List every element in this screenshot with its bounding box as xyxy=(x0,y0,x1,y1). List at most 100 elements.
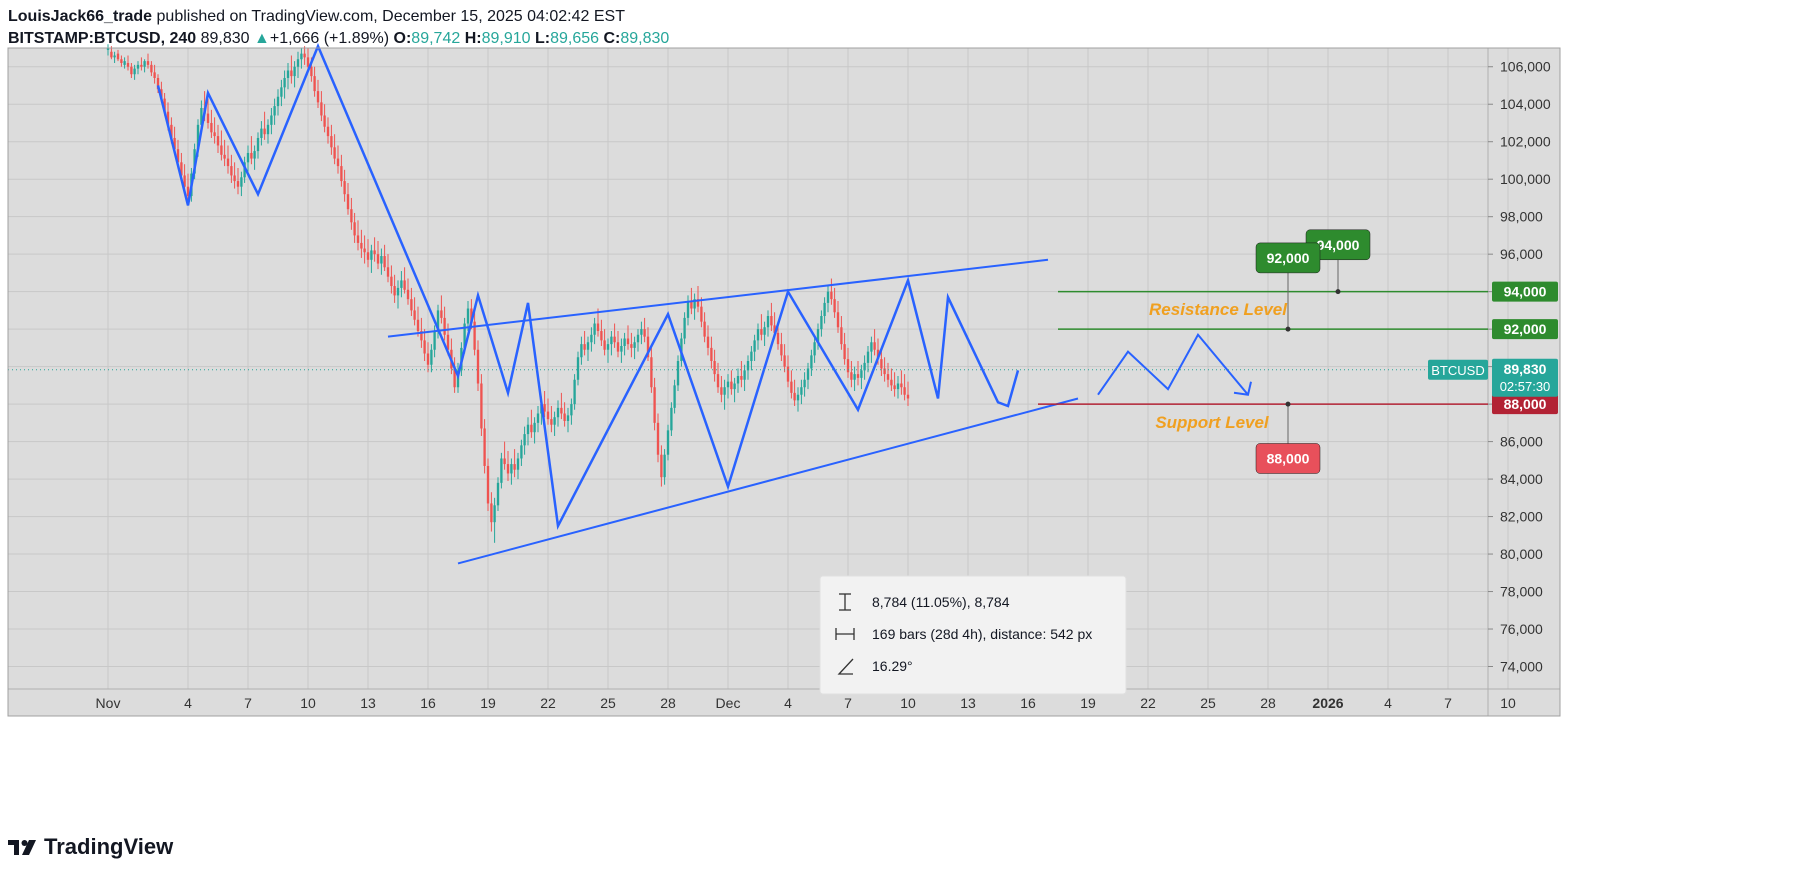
drawings[interactable] xyxy=(8,42,1488,565)
candle-body xyxy=(303,53,306,58)
candle-body xyxy=(106,48,110,50)
measure-panel[interactable] xyxy=(819,575,1127,695)
author-name[interactable]: LouisJack66_trade xyxy=(8,8,153,25)
support-88k-label: 88,000 xyxy=(1267,450,1310,466)
time-axis[interactable] xyxy=(8,689,1488,716)
candle-body xyxy=(823,302,826,317)
candle-body xyxy=(176,149,180,163)
candle-body xyxy=(380,256,383,264)
candles xyxy=(106,44,910,543)
candle-body xyxy=(423,340,426,354)
candle-body xyxy=(893,385,896,390)
resistance-92000-tag-label: 92,000 xyxy=(1504,321,1547,337)
candle-body xyxy=(553,417,556,425)
candle-body xyxy=(246,152,250,163)
resistance-level-text: Resistance Level xyxy=(1149,300,1288,319)
candle-body xyxy=(866,351,870,363)
channel-upper-line[interactable] xyxy=(387,258,1049,338)
candle-body xyxy=(270,115,273,125)
target-92k-box[interactable] xyxy=(1255,242,1321,274)
candle-body xyxy=(896,383,900,390)
x-tick-label: 13 xyxy=(960,695,976,711)
candle-body xyxy=(760,329,763,335)
projection-path[interactable] xyxy=(1097,332,1249,396)
candle-body xyxy=(430,349,433,365)
candle-body xyxy=(830,291,833,300)
candle-body xyxy=(410,299,413,311)
current-price-tag xyxy=(1492,358,1558,397)
published-text: published on TradingView.com, December 1… xyxy=(156,8,625,25)
support-88k-box[interactable] xyxy=(1255,443,1321,474)
candle-body xyxy=(416,319,420,332)
candle-body xyxy=(293,66,296,77)
x-tick-label: 25 xyxy=(1200,695,1216,711)
candle-body xyxy=(673,385,676,408)
candle-body xyxy=(846,359,850,373)
candle-body xyxy=(736,375,740,384)
x-tick-label: 22 xyxy=(1140,695,1156,711)
candle-body xyxy=(713,361,716,375)
candle-body xyxy=(586,342,590,350)
measure-box[interactable]: 8,784 (11.05%), 8,784 169 bars (28d 4h), … xyxy=(819,575,1127,695)
candle-body xyxy=(786,366,790,382)
candle-body xyxy=(863,362,866,371)
x-tick-label: 22 xyxy=(540,695,556,711)
candle-body xyxy=(436,310,440,332)
candle-body xyxy=(120,59,123,63)
candle-body xyxy=(360,242,363,249)
high-value: 89,910 xyxy=(481,30,531,47)
candle-body xyxy=(390,276,393,287)
candle-body xyxy=(483,428,486,466)
candle-body xyxy=(366,252,370,260)
candle-body xyxy=(163,98,166,112)
candle-body xyxy=(706,336,710,348)
zigzag-trendline[interactable] xyxy=(156,42,1020,531)
y-tick-label: 86,000 xyxy=(1500,434,1543,450)
candle-body xyxy=(803,379,806,388)
candle-body xyxy=(516,458,520,470)
candle-body xyxy=(446,334,450,350)
x-tick-label: 4 xyxy=(184,695,192,711)
x-tick-label: 19 xyxy=(480,695,496,711)
candle-body xyxy=(156,77,160,90)
candle-body xyxy=(226,158,230,167)
candle-body xyxy=(113,55,116,58)
candle-body xyxy=(793,392,796,401)
levels[interactable]: Resistance Level Support Level 94,000 92,00… xyxy=(1038,229,1488,474)
x-tick-label: 7 xyxy=(244,695,252,711)
candle-body xyxy=(583,344,586,350)
candle-body xyxy=(320,102,323,116)
candle-body xyxy=(626,338,630,345)
candle-body xyxy=(130,66,133,75)
candle-body xyxy=(653,387,656,423)
channel-lower-line[interactable] xyxy=(457,397,1079,565)
candle-body xyxy=(606,344,610,350)
low-label: L: xyxy=(534,30,551,47)
up-arrow-icon: ▲ xyxy=(254,30,270,47)
measure-line-2: 169 bars (28d 4h), distance: 542 px xyxy=(872,626,1092,642)
candle-body xyxy=(110,51,113,58)
x-tick-label: Dec xyxy=(716,695,741,711)
low-value: 89,656 xyxy=(550,30,600,47)
symbol-label[interactable]: BITSTAMP:BTCUSD, 240 xyxy=(8,30,197,47)
candle-body xyxy=(376,254,380,264)
candle-body xyxy=(286,70,290,78)
candle-body xyxy=(850,372,853,380)
candle-body xyxy=(870,342,873,352)
candle-body xyxy=(523,434,526,446)
candle-body xyxy=(616,342,620,352)
candle-body xyxy=(266,124,270,135)
support-level-text: Support Level xyxy=(1155,413,1270,432)
candle-body xyxy=(733,383,736,390)
tradingview-logo[interactable]: TradingView xyxy=(8,834,173,860)
resistance-92000-tag xyxy=(1492,319,1558,340)
y-tick-label: 78,000 xyxy=(1500,584,1543,600)
x-tick-label: 16 xyxy=(420,695,436,711)
candle-body xyxy=(763,327,766,335)
candle-body xyxy=(883,368,886,375)
candle-body xyxy=(833,299,836,313)
candle-body xyxy=(663,454,666,478)
candle-body xyxy=(166,111,170,125)
close-label: C: xyxy=(603,30,621,47)
